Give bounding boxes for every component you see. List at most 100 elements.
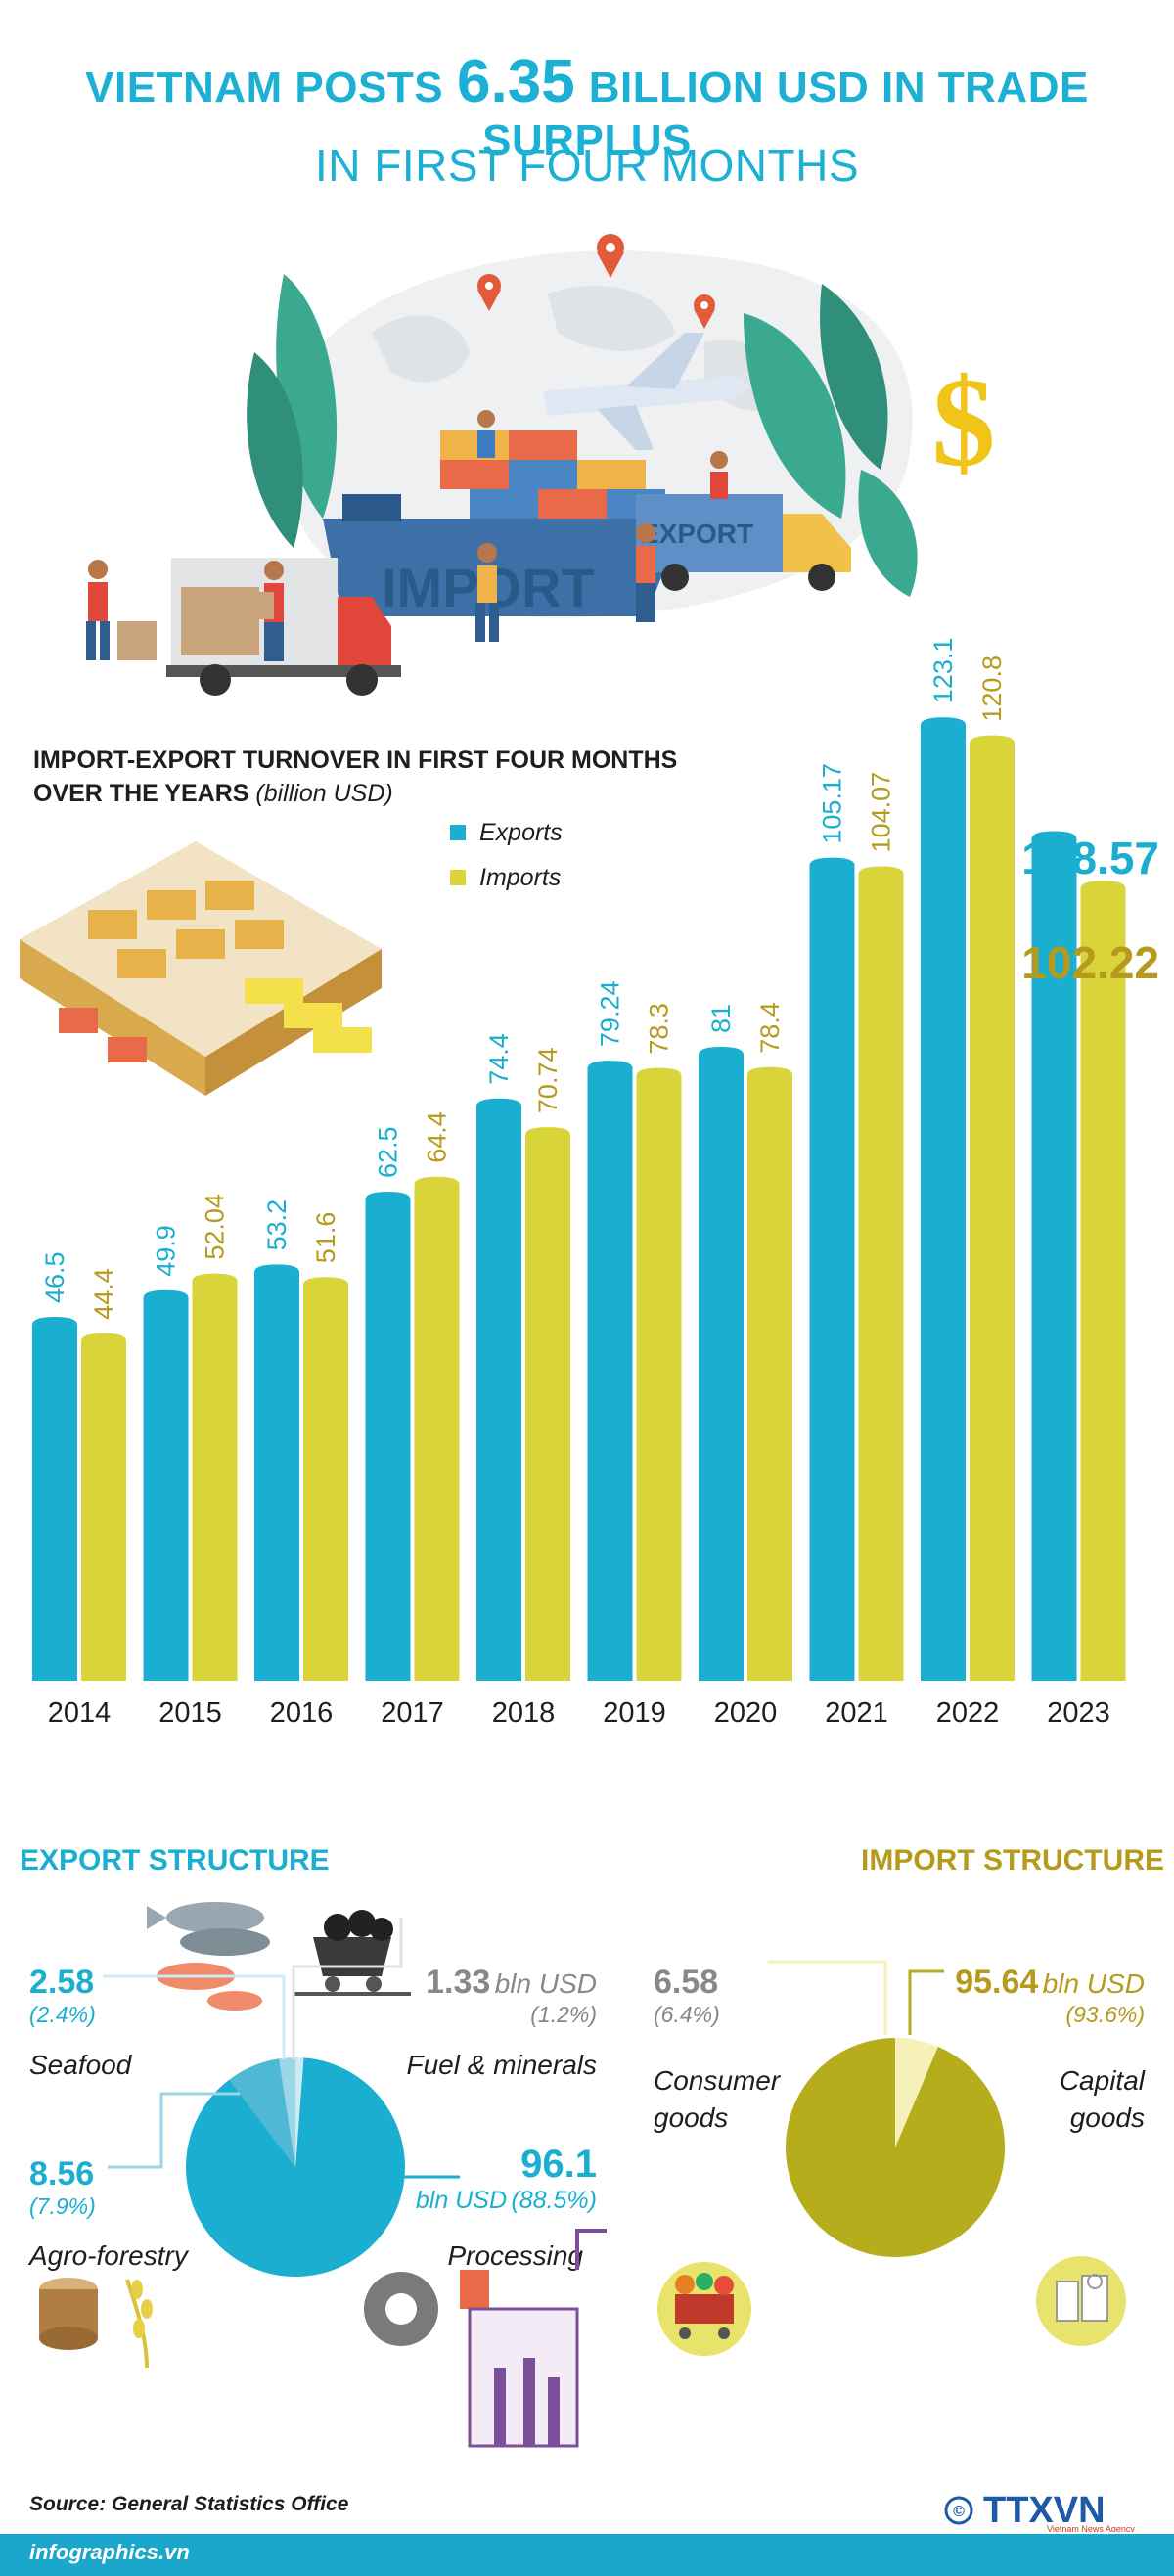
capital-goods-icon: [1036, 2256, 1126, 2346]
copyright-mark: ©: [953, 2504, 965, 2520]
legend-imports-label: Imports: [479, 863, 562, 891]
import-value-2020: 78.4: [755, 1002, 785, 1054]
export-bar-2015: [143, 1289, 189, 1681]
export-bar-2019: [587, 1061, 633, 1681]
seafood-icon: [147, 1902, 270, 2011]
import-consumer-label: Consumer goods: [654, 2065, 781, 2133]
import-bar-2016: [303, 1277, 348, 1681]
export-bar-2020: [699, 1047, 744, 1681]
year-label-2018: 2018: [492, 1697, 556, 1729]
import-consumer-pct: (6.4%): [654, 2002, 720, 2027]
consumer-goods-icon: [657, 2262, 751, 2356]
year-label-2021: 2021: [825, 1697, 888, 1729]
year-label-2019: 2019: [603, 1697, 666, 1729]
export-bar-2022: [921, 717, 966, 1681]
export-agro-pct: (7.9%): [29, 2193, 96, 2219]
import-bar-2021: [858, 866, 904, 1681]
chart-legend: Exports Imports: [450, 810, 563, 900]
import-value-2023: 102.22: [1021, 937, 1159, 988]
import-capital-label: Capital goods: [1059, 2065, 1145, 2133]
export-fuel-value: 1.33: [426, 1964, 491, 2001]
title-highlight: 6.35: [457, 48, 575, 115]
footer-site: infographics.vn: [29, 2540, 190, 2564]
agro-forestry-icon: [39, 2278, 153, 2369]
import-bar-2023: [1080, 881, 1126, 1681]
connector-fuel: [292, 1918, 403, 2059]
pie-slice-capital-goods: [785, 2038, 1005, 2257]
export-value-2018: 74.4: [484, 1033, 514, 1085]
legend-imports: Imports: [450, 855, 563, 900]
structure-pies: [39, 1902, 1126, 2448]
export-bar-2014: [32, 1317, 77, 1681]
page-title: VIETNAM POSTS 6.35 BILLION USD IN TRADE SU…: [0, 47, 1174, 165]
import-capital-block: 95.64 bln USD (93.6%): [910, 1964, 1145, 2028]
export-value-2017: 62.5: [374, 1126, 403, 1178]
pie-slice-fuel-minerals: [295, 2057, 304, 2167]
svg-text:$: $: [932, 352, 996, 493]
export-bar-2016: [254, 1264, 299, 1681]
import-bar-2018: [525, 1127, 570, 1681]
import-bar-2022: [970, 735, 1015, 1681]
logo-subtext: Vietnam News Agency: [1047, 2524, 1135, 2532]
import-consumer-value: 6.58: [654, 1964, 719, 2001]
import-structure-heading: IMPORT STRUCTURE: [861, 1844, 1164, 1876]
export-fuel-label: Fuel & minerals: [406, 2050, 597, 2080]
export-fuel-block: 1.33 bln USD (1.2%): [411, 1964, 597, 2028]
export-value-2016: 53.2: [262, 1199, 292, 1251]
year-label-2022: 2022: [936, 1697, 1000, 1729]
import-value-2015: 52.04: [201, 1194, 230, 1260]
import-capital-unit: bln USD: [1042, 1968, 1145, 1999]
export-processing-label: Processing: [447, 2240, 583, 2271]
export-value-2015: 49.9: [152, 1225, 181, 1277]
ttxvn-logo: © TTXVN Vietnam News Agency: [944, 2490, 1135, 2532]
legend-exports: Exports: [450, 810, 563, 855]
warehouse-illustration: [20, 841, 382, 1096]
export-agro-label: Agro-forestry: [29, 2240, 188, 2271]
import-capital-value: 95.64: [955, 1964, 1039, 2001]
footer-bar: [0, 2534, 1174, 2576]
connector-capital: [908, 1969, 944, 2035]
connector-consumer: [768, 1960, 887, 2035]
import-consumer-block: 6.58 (6.4%): [654, 1964, 720, 2028]
import-bar-2017: [414, 1176, 460, 1681]
export-label: EXPORT: [641, 519, 753, 549]
import-value-2022: 120.8: [977, 655, 1007, 722]
pie-slice-seafood: [279, 2057, 295, 2167]
year-label-2015: 2015: [158, 1697, 222, 1729]
legend-exports-swatch: [450, 825, 466, 840]
export-seafood-label: Seafood: [29, 2050, 132, 2080]
export-value-2021: 105.17: [818, 763, 847, 844]
export-value-2020: 81: [706, 1004, 736, 1033]
chart-title-line2: OVER THE YEARS: [33, 780, 249, 807]
pie-slice-processing: [186, 2057, 406, 2277]
title-prefix: VIETNAM POSTS: [85, 64, 444, 112]
source-note: Source: General Statistics Office: [29, 2493, 349, 2515]
pie-slice-agro-forestry: [229, 2058, 295, 2167]
import-capital-pct: (93.6%): [1065, 2002, 1145, 2027]
chart-unit: (billion USD): [255, 780, 393, 807]
chart-title: IMPORT-EXPORT TURNOVER IN FIRST FOUR MON…: [33, 744, 677, 810]
import-bar-2020: [747, 1066, 792, 1681]
connector-agro: [108, 2092, 240, 2169]
export-structure-heading: EXPORT STRUCTURE: [20, 1844, 330, 1876]
logo-text: TTXVN: [983, 2490, 1106, 2531]
export-processing-pct: (88.5%): [511, 2187, 597, 2214]
chart-title-line1: IMPORT-EXPORT TURNOVER IN FIRST FOUR MON…: [33, 746, 678, 774]
export-seafood-value: 2.58: [29, 1964, 95, 2001]
export-fuel-unit: bln USD: [494, 1968, 597, 1999]
industry-icon: [364, 2229, 607, 2448]
export-processing-block: 96.1 bln USD (88.5%): [391, 2143, 597, 2215]
export-value-2023: 108.57: [1021, 833, 1159, 883]
page-subtitle: IN FIRST FOUR MONTHS: [314, 140, 860, 191]
import-value-2021: 104.07: [867, 772, 896, 853]
legend-imports-swatch: [450, 870, 466, 885]
import-bar-2014: [81, 1333, 126, 1681]
export-agro-value: 8.56: [29, 2155, 95, 2192]
export-processing-value: 96.1: [520, 2143, 597, 2186]
year-label-2017: 2017: [381, 1697, 444, 1729]
year-label-2023: 2023: [1047, 1697, 1110, 1729]
export-processing-unit: bln USD: [415, 2187, 507, 2214]
export-value-2022: 123.1: [928, 638, 958, 704]
export-bar-2017: [365, 1192, 411, 1681]
export-value-2019: 79.24: [596, 981, 625, 1048]
